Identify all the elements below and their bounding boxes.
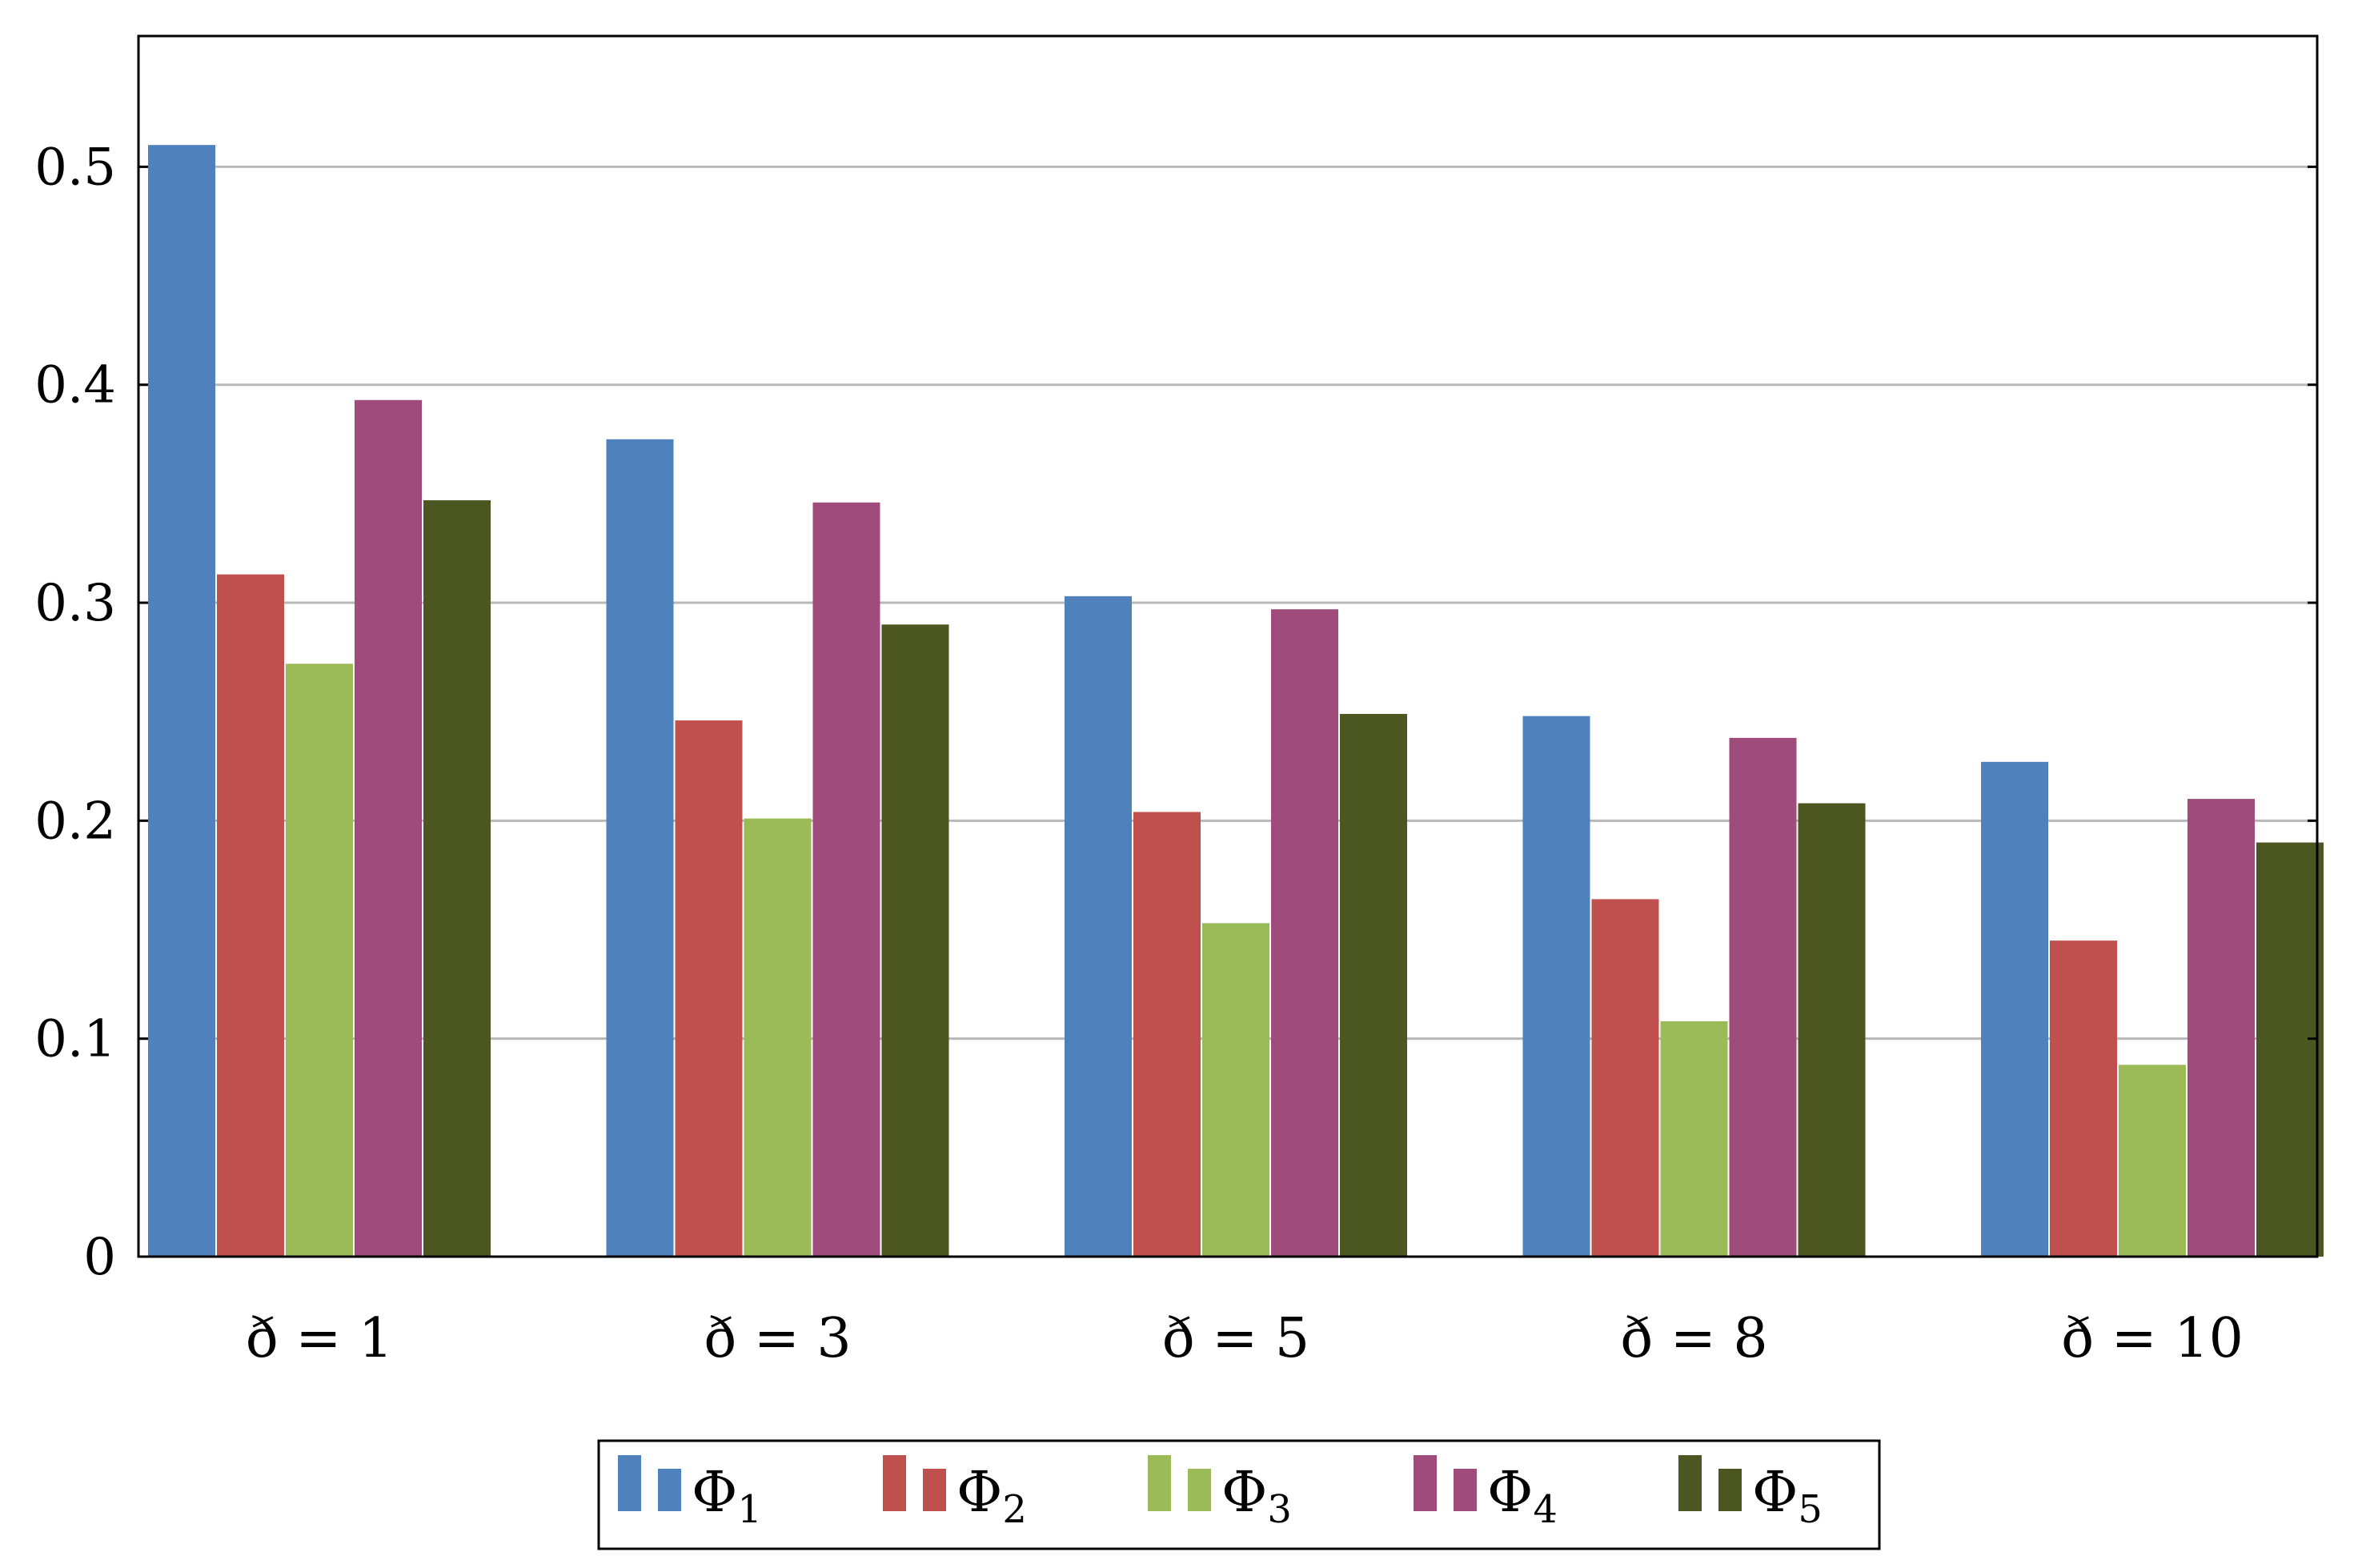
legend-entry-4: Φ4 bbox=[1414, 1455, 1558, 1532]
x-tick-label: ð = 1 bbox=[246, 1307, 393, 1370]
grid-lines bbox=[138, 165, 2317, 1041]
y-tick-label: 0.5 bbox=[34, 138, 116, 197]
bar-4-4 bbox=[1729, 737, 1797, 1257]
legend-swatch bbox=[1414, 1455, 1437, 1511]
legend-label: Φ4 bbox=[1487, 1459, 1558, 1532]
bar-1-2 bbox=[606, 439, 674, 1257]
bar-4-3 bbox=[1271, 609, 1338, 1257]
x-tick-label: ð = 3 bbox=[704, 1307, 851, 1370]
bar-5-2 bbox=[881, 624, 949, 1257]
x-tick-label: ð = 8 bbox=[1620, 1307, 1767, 1370]
legend-label: Φ3 bbox=[1221, 1459, 1292, 1532]
plot-frame bbox=[137, 34, 2319, 1258]
bar-2-1 bbox=[217, 574, 284, 1257]
legend-label: Φ5 bbox=[1752, 1459, 1823, 1532]
legend-entry-1: Φ1 bbox=[618, 1455, 762, 1532]
legend-swatch bbox=[618, 1455, 641, 1511]
legend-swatch bbox=[1718, 1469, 1742, 1511]
y-tick-label: 0.4 bbox=[34, 356, 116, 415]
bar-2-4 bbox=[1591, 899, 1659, 1257]
bar-3-5 bbox=[2119, 1065, 2186, 1257]
legend-entry-5: Φ5 bbox=[1678, 1455, 1823, 1532]
bar-5-4 bbox=[1798, 803, 1866, 1257]
bar-4-2 bbox=[812, 502, 880, 1257]
legend: Φ1 Φ2 Φ3 Φ4 Φ5 bbox=[597, 1439, 1881, 1550]
bar-1-4 bbox=[1522, 716, 1590, 1257]
bar-5-3 bbox=[1340, 713, 1407, 1257]
bar-4-1 bbox=[355, 399, 422, 1257]
legend-swatch bbox=[883, 1455, 906, 1511]
bar-2-2 bbox=[675, 720, 743, 1257]
bar-1-3 bbox=[1065, 596, 1132, 1257]
legend-entry-2: Φ2 bbox=[883, 1455, 1027, 1532]
bar-4-5 bbox=[2188, 799, 2255, 1257]
bar-2-5 bbox=[2050, 940, 2117, 1257]
legend-swatch bbox=[658, 1469, 681, 1511]
bar-3-3 bbox=[1202, 923, 1269, 1257]
y-axis-ticks: 0 0.1 0.2 0.3 0.4 0.5 bbox=[34, 138, 2317, 1287]
legend-swatch bbox=[923, 1469, 946, 1511]
legend-swatch bbox=[1148, 1455, 1171, 1511]
legend-box bbox=[597, 1439, 1881, 1550]
legend-swatch bbox=[1678, 1455, 1702, 1511]
legend-label: Φ2 bbox=[956, 1459, 1027, 1532]
bars bbox=[148, 145, 2324, 1257]
x-tick-label: ð = 5 bbox=[1162, 1307, 1309, 1370]
bar-3-4 bbox=[1660, 1021, 1728, 1257]
bar-1-1 bbox=[148, 145, 215, 1257]
bar-3-1 bbox=[286, 664, 353, 1257]
bar-5-5 bbox=[2256, 842, 2324, 1257]
x-tick-label: ð = 10 bbox=[2061, 1307, 2244, 1370]
y-tick-label: 0 bbox=[83, 1228, 116, 1287]
y-tick-label: 0.3 bbox=[34, 574, 116, 633]
legend-entry-3: Φ3 bbox=[1148, 1455, 1292, 1532]
legend-label: Φ1 bbox=[692, 1459, 762, 1532]
bar-1-5 bbox=[1981, 761, 2048, 1257]
bar-2-3 bbox=[1133, 812, 1201, 1257]
legend-swatch bbox=[1188, 1469, 1211, 1511]
y-tick-label: 0.1 bbox=[34, 1010, 116, 1069]
legend-swatch bbox=[1454, 1469, 1477, 1511]
bar-5-1 bbox=[423, 500, 491, 1257]
y-tick-label: 0.2 bbox=[34, 792, 116, 851]
x-axis-ticks: ð = 1 ð = 3 ð = 5 ð = 8 ð = 10 bbox=[246, 1307, 2244, 1370]
bar-3-2 bbox=[744, 818, 812, 1257]
